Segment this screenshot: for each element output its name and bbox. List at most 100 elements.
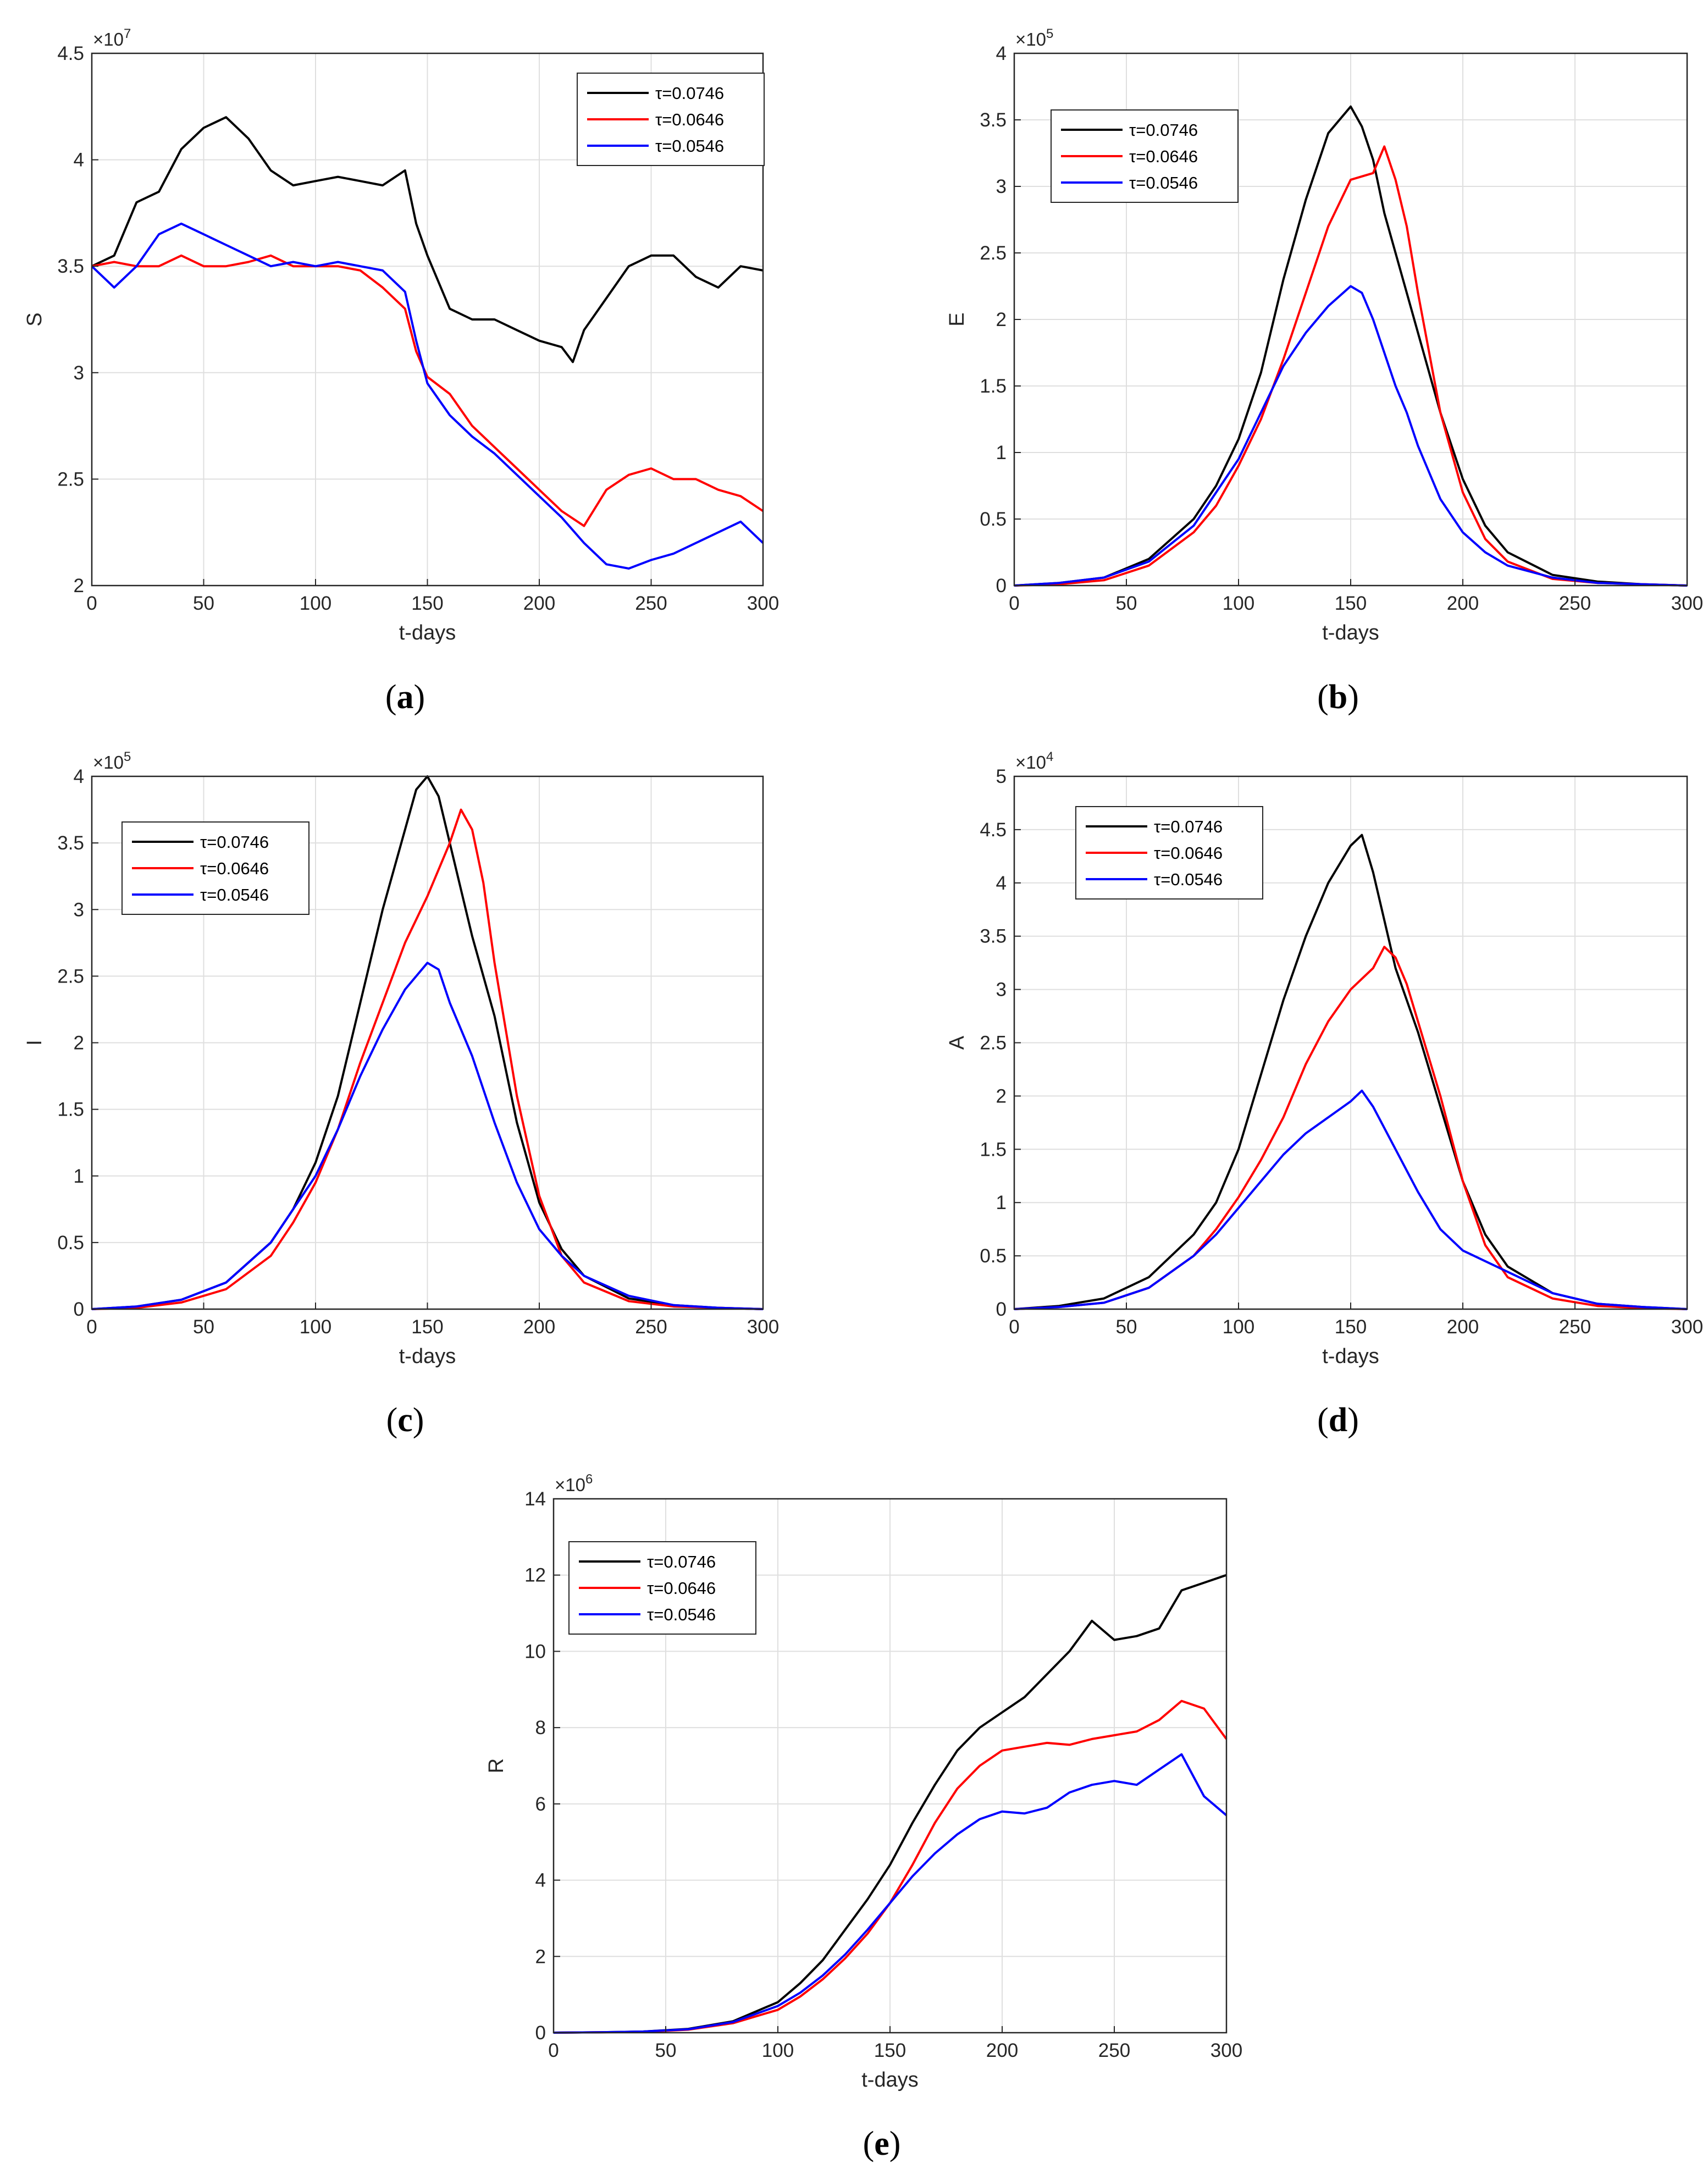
y-exponent-label: ×105 [93, 749, 131, 773]
legend-entry: τ=0.0646 [1154, 843, 1223, 863]
y-tick-label: 4 [535, 1870, 546, 1891]
series-line-0 [1014, 105, 1688, 587]
x-tick-label: 200 [986, 2040, 1018, 2061]
y-tick-label: 6 [535, 1794, 546, 1815]
x-tick-label: 0 [1009, 1316, 1019, 1338]
y-tick-label: 1.5 [57, 1099, 84, 1121]
y-tick-label: 0.5 [980, 509, 1007, 530]
y-tick-label: 3.5 [980, 109, 1007, 131]
legend-entry: τ=0.0646 [200, 859, 269, 878]
series-line-0 [1014, 834, 1688, 1310]
panel-label: (c) [386, 1401, 424, 1439]
y-tick-label: 3 [996, 176, 1007, 197]
y-tick-label: 3.5 [57, 256, 84, 277]
y-tick-label: 2 [74, 575, 84, 597]
legend-entry: τ=0.0746 [655, 84, 724, 103]
series-line-0 [91, 116, 764, 363]
y-tick-label: 4.5 [57, 43, 84, 64]
y-tick-label: 3 [74, 899, 84, 920]
series-line-0 [553, 1574, 1227, 2034]
legend: τ=0.0746 τ=0.0646 τ=0.0546 [568, 1541, 756, 1635]
y-tick-label: 2 [535, 1946, 546, 1967]
y-tick-label: 1.5 [980, 376, 1007, 397]
y-tick-label: 2.5 [980, 242, 1007, 264]
y-axis-label: I [23, 1040, 46, 1046]
chart-panel-d: 0 50 100 150 200 250 300 0 0.5 1 1.5 2 2.5 3 3.5 4 4.5 5 ×… [946, 749, 1703, 1439]
x-tick-label: 0 [86, 1316, 97, 1338]
chart-panel-e: 0 50 100 150 200 250 300 0 2 4 6 8 10 12 14 ×106 t-days R… [485, 1472, 1242, 2162]
series-line-2 [91, 962, 764, 1310]
legend-entry: τ=0.0646 [1129, 147, 1198, 166]
chart-panel-b: 0 50 100 150 200 250 300 0 0.5 1 1.5 2 2.5 3 3.5 4 ×105 t… [946, 26, 1703, 716]
y-tick-label: 4.5 [980, 819, 1007, 841]
series-line-2 [1014, 1089, 1688, 1310]
y-tick-label: 4 [996, 873, 1007, 894]
x-tick-label: 300 [747, 593, 779, 614]
x-tick-label: 100 [300, 1316, 331, 1338]
y-tick-label: 0.5 [980, 1245, 1007, 1267]
x-axis-label: t-days [1322, 1345, 1379, 1368]
x-tick-label: 50 [193, 593, 214, 614]
series-line-2 [91, 222, 764, 570]
x-tick-label: 0 [86, 593, 97, 614]
x-tick-label: 250 [1559, 1316, 1591, 1338]
x-tick-label: 100 [300, 593, 331, 614]
y-tick-label: 1 [74, 1166, 84, 1187]
y-tick-label: 2.5 [57, 468, 84, 490]
legend-entry: τ=0.0546 [200, 885, 269, 904]
x-tick-label: 200 [1447, 593, 1479, 614]
x-tick-label: 300 [1671, 1316, 1703, 1338]
legend-entry: τ=0.0546 [655, 136, 724, 156]
y-tick-label: 3.5 [980, 926, 1007, 947]
legend-entry: τ=0.0646 [647, 1579, 716, 1598]
y-tick-label: 5 [996, 766, 1007, 787]
x-tick-label: 50 [1116, 593, 1137, 614]
y-tick-label: 1 [996, 442, 1007, 464]
y-tick-label: 3.5 [57, 832, 84, 854]
legend: τ=0.0746 τ=0.0646 τ=0.0546 [1075, 806, 1263, 900]
y-exponent-label: ×105 [1015, 26, 1053, 49]
y-tick-label: 0 [996, 575, 1007, 597]
chart-panel-c: 0 50 100 150 200 250 300 0 0.5 1 1.5 2 2.5 3 3.5 4 ×105 t… [23, 749, 779, 1439]
x-axis-label: t-days [1322, 621, 1379, 644]
legend: τ=0.0746 τ=0.0646 τ=0.0546 [121, 821, 309, 915]
y-tick-label: 0 [996, 1299, 1007, 1320]
x-tick-label: 100 [762, 2040, 794, 2061]
y-tick-label: 4 [74, 766, 84, 787]
x-tick-label: 0 [1009, 593, 1019, 614]
legend-entry: τ=0.0646 [655, 110, 724, 129]
x-tick-label: 250 [1559, 593, 1591, 614]
x-axis-label: t-days [861, 2068, 918, 2092]
x-axis-label: t-days [399, 1345, 456, 1368]
x-tick-label: 100 [1223, 593, 1254, 614]
legend-entry: τ=0.0546 [1129, 173, 1198, 192]
x-tick-label: 200 [523, 1316, 555, 1338]
y-tick-label: 1.5 [980, 1139, 1007, 1160]
x-tick-label: 50 [1116, 1316, 1137, 1338]
legend-entry: τ=0.0746 [1129, 120, 1198, 140]
x-tick-label: 150 [1335, 1316, 1367, 1338]
x-tick-label: 150 [411, 1316, 443, 1338]
y-tick-label: 3 [74, 362, 84, 384]
x-axis-label: t-days [399, 621, 456, 644]
panel-label: (a) [385, 678, 425, 716]
y-tick-label: 10 [524, 1641, 546, 1662]
legend-entry: τ=0.0546 [1154, 870, 1223, 889]
x-tick-label: 250 [635, 1316, 667, 1338]
x-tick-label: 250 [1098, 2040, 1130, 2061]
legend-entry: τ=0.0546 [647, 1605, 716, 1624]
y-axis-label: E [946, 312, 969, 326]
y-tick-label: 2 [996, 309, 1007, 330]
series-line-1 [553, 1700, 1228, 2034]
y-tick-label: 3 [996, 979, 1007, 1001]
y-tick-label: 0 [74, 1299, 84, 1320]
x-tick-label: 300 [1210, 2040, 1242, 2061]
x-tick-label: 200 [1447, 1316, 1479, 1338]
x-tick-label: 50 [193, 1316, 214, 1338]
series-line-1 [1014, 145, 1688, 587]
y-axis-label: S [23, 312, 46, 326]
y-tick-label: 14 [524, 1488, 546, 1510]
y-tick-label: 12 [524, 1565, 546, 1586]
y-tick-label: 2.5 [57, 965, 84, 987]
